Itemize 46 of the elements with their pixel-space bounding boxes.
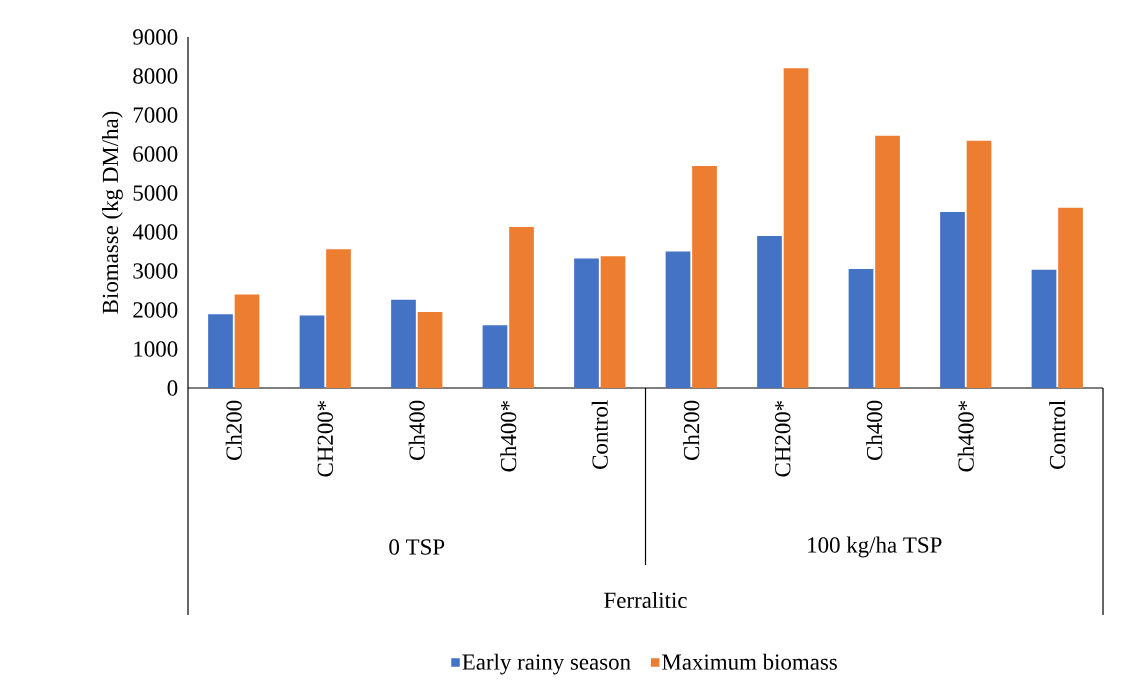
bar	[783, 68, 809, 388]
y-tick-label: 8000	[133, 68, 178, 84]
text: 100 kg/ha TSP	[808, 536, 942, 558]
x-tick-label: Ch400*	[957, 400, 974, 472]
y-tick-label: 5000	[133, 185, 178, 201]
bar	[574, 258, 599, 388]
x-tick-label: CH200*	[775, 400, 791, 477]
bar	[600, 256, 626, 388]
x-tick-label: Control	[591, 400, 608, 469]
legend-label: Early rainy season	[462, 653, 631, 675]
bar	[234, 294, 260, 388]
x-tick-label: Ch400	[408, 400, 425, 460]
y-tick-label: 3000	[133, 263, 178, 279]
text: 0 TSP	[389, 539, 445, 555]
y-axis-title: Biomasse (kg DM/ha)	[102, 111, 123, 314]
bar	[875, 135, 900, 388]
bar	[1058, 207, 1083, 388]
bar	[299, 315, 325, 388]
y-tick-label: 1000	[134, 341, 178, 357]
bar	[208, 314, 233, 388]
bar	[665, 251, 691, 388]
y-tick-label: 7000	[133, 107, 178, 123]
x-tick-label: Ch200	[683, 400, 700, 460]
x-tick-label: Ch400	[866, 400, 883, 460]
bar	[1031, 269, 1057, 388]
bar	[940, 212, 965, 388]
bar	[966, 140, 992, 388]
y-tick-label: 2000	[133, 302, 178, 318]
y-tick-label: 4000	[132, 224, 178, 240]
bar	[326, 249, 351, 388]
bar	[417, 311, 443, 388]
y-tick-label: 9000	[133, 29, 178, 45]
x-tick-label: Ch200	[225, 400, 242, 460]
y-tick-label: 6000	[133, 146, 178, 162]
bar	[482, 325, 508, 388]
bar	[757, 235, 782, 388]
x-tick-label: Ch400*	[500, 400, 517, 472]
y-tick-label: 0	[167, 380, 178, 396]
bar	[848, 269, 874, 388]
text: Ferralitic	[604, 591, 687, 609]
legend-label: Maximum biomass	[662, 653, 837, 670]
x-tick-label: CH200*	[317, 400, 333, 477]
bar	[391, 299, 416, 388]
bar	[692, 166, 717, 388]
bar	[509, 226, 534, 388]
x-tick-label: Control	[1049, 400, 1066, 469]
